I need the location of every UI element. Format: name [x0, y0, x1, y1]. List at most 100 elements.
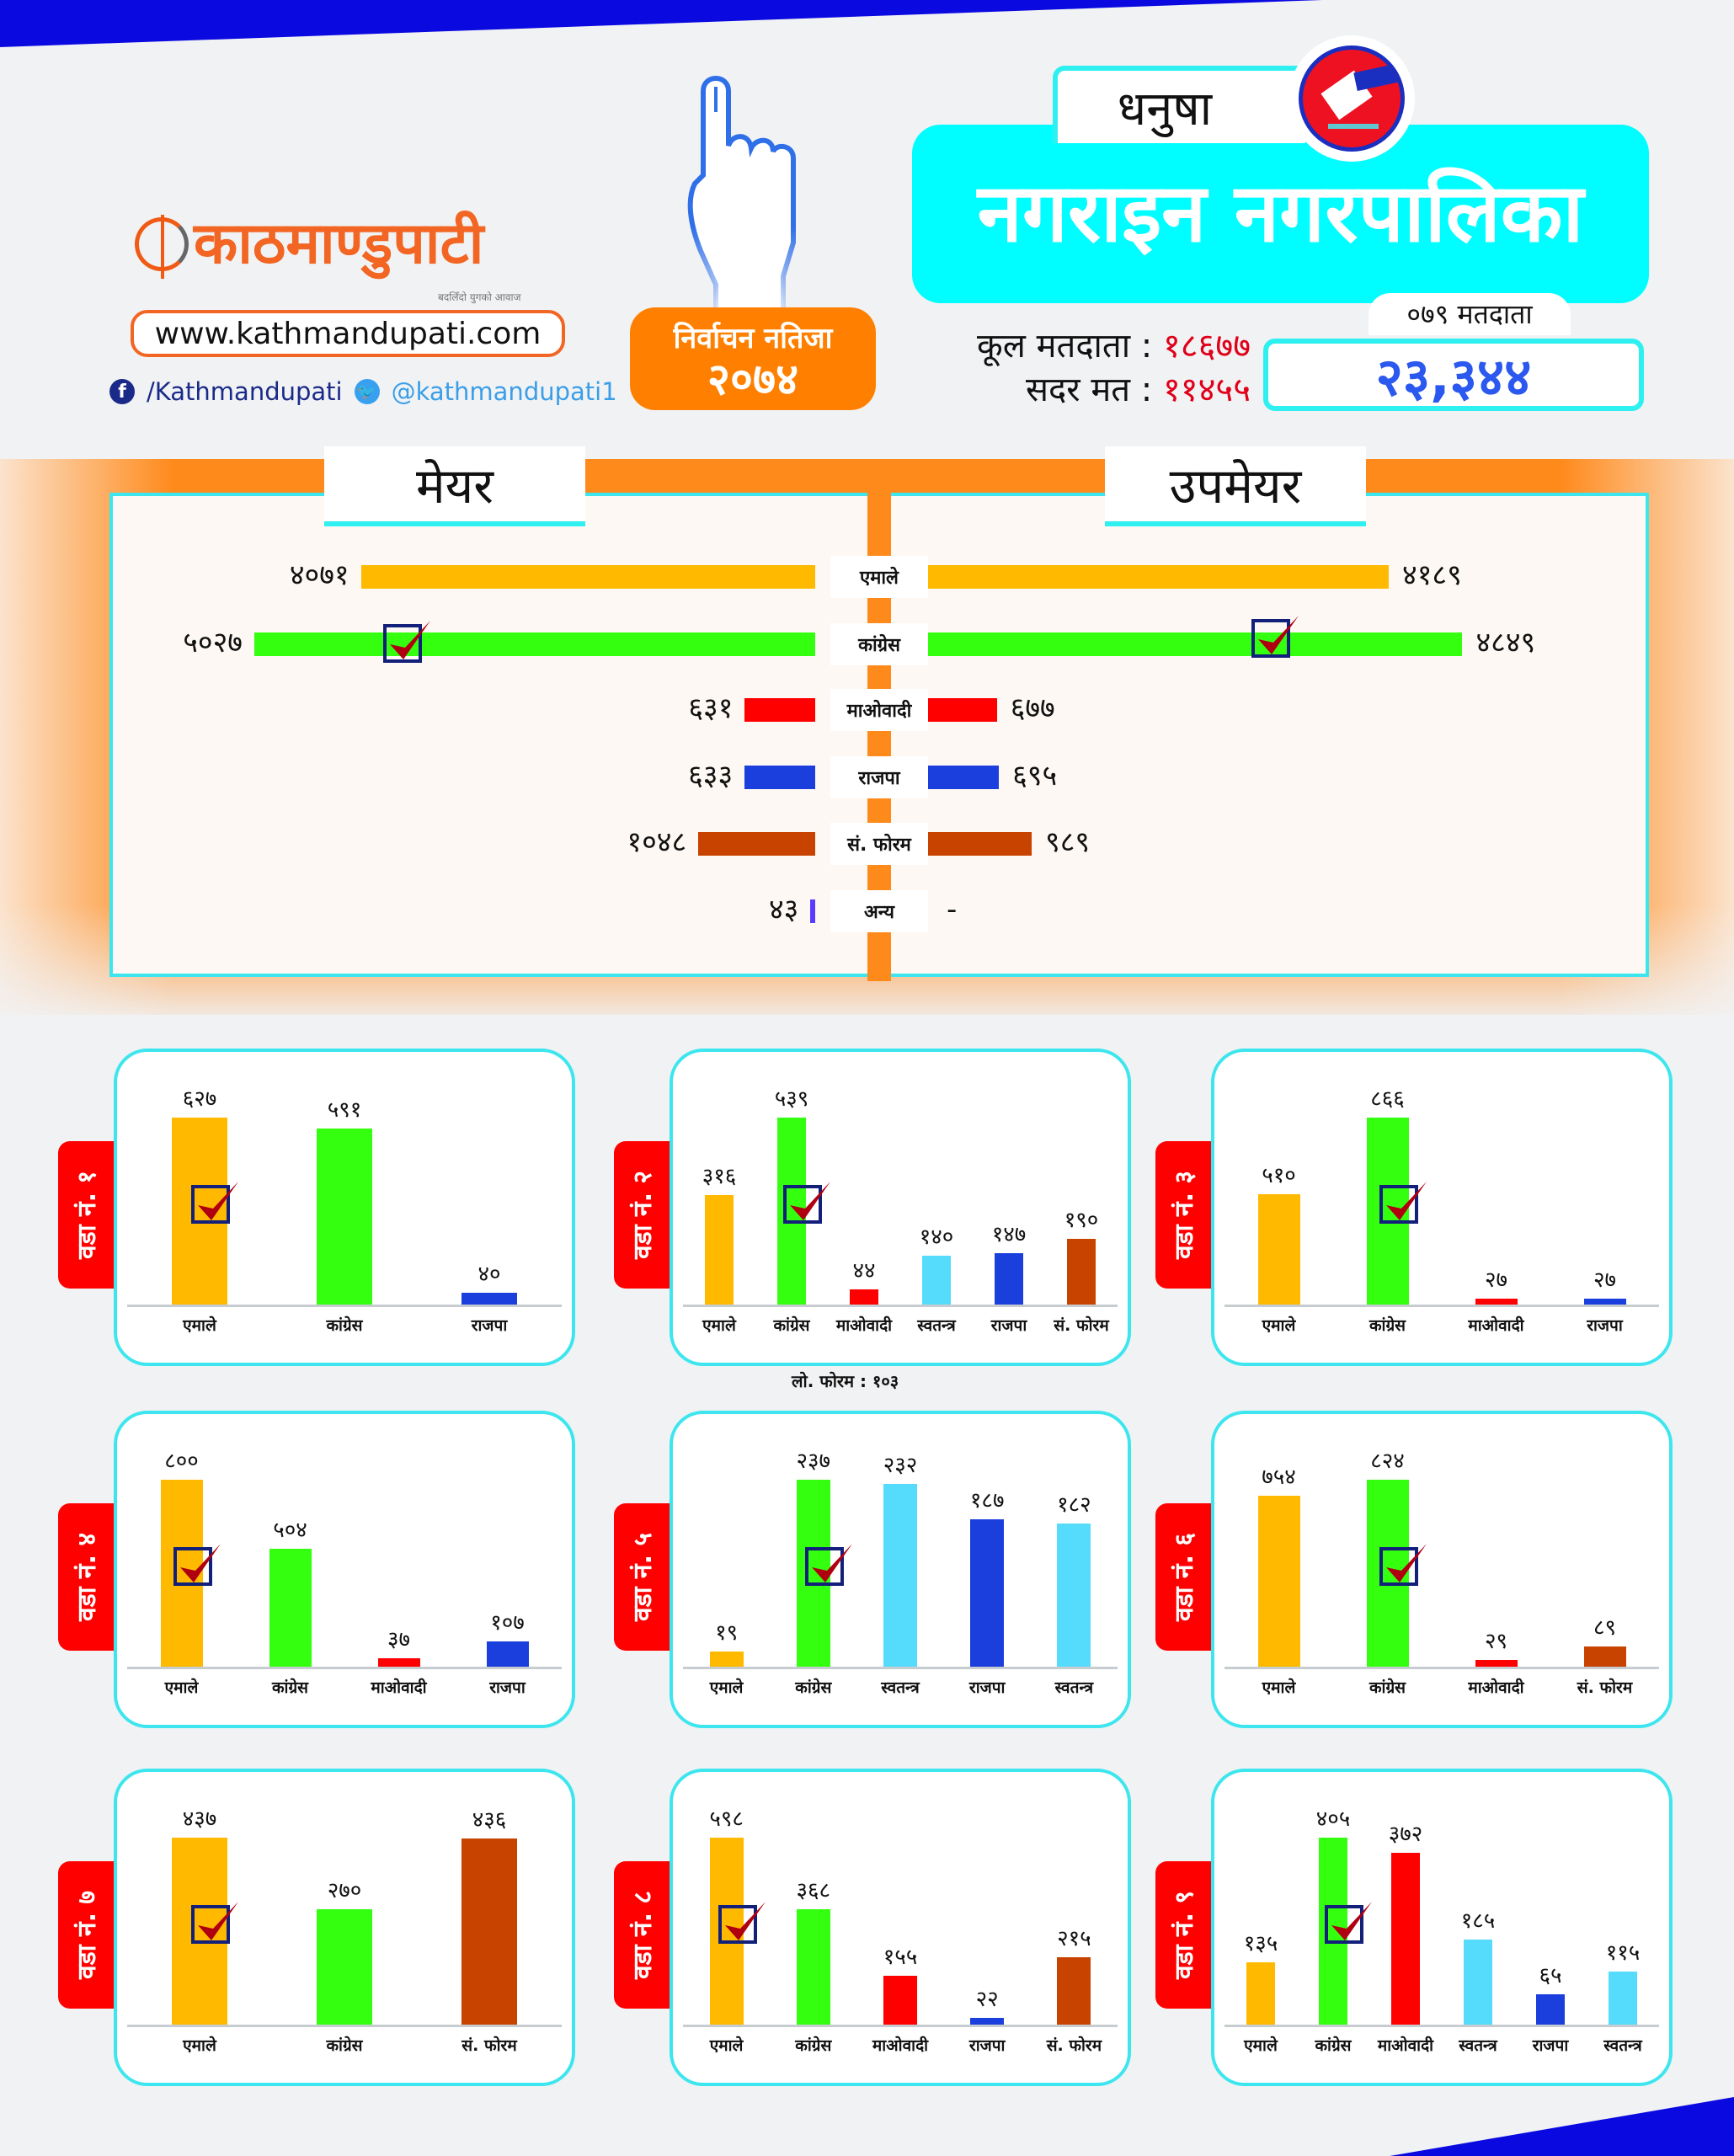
ward-category-label: माओवादी — [835, 1316, 893, 1335]
ward-bar — [1475, 1299, 1518, 1305]
ward-card: १३५ एमाले ४०५ कांग्रेस ३७२ माओवादी १८५ स्वतन्त्… — [1211, 1769, 1673, 2086]
ward-category-label: एमाले — [164, 1678, 199, 1697]
deputy-mayor-bar — [921, 766, 1000, 789]
ward-bar-value: ४३६ — [472, 1806, 507, 1833]
district-label: धनुषा — [1053, 66, 1305, 143]
ward-axis — [127, 1305, 562, 1307]
ward-bar-value: १४० — [919, 1225, 954, 1251]
deputy-mayor-bar — [921, 832, 1032, 856]
logo-mark-icon — [135, 215, 189, 279]
mayor-value: ६३१ — [688, 691, 734, 725]
voters-079-value: २३,३४४ — [1263, 339, 1644, 411]
ward-tab: वडा नं. ५ — [614, 1503, 670, 1651]
ward-bar — [172, 1118, 227, 1305]
ward-category-label: सं. फोरम — [462, 2036, 517, 2055]
ward-category-label: स्वतन्त्र — [917, 1316, 956, 1335]
ward-title: वडा नं. १ — [72, 1170, 103, 1260]
winner-check-icon — [1251, 616, 1299, 658]
ward-bar — [462, 1838, 517, 2025]
ward-bar-value: ४० — [478, 1261, 501, 1287]
ward-category-label: एमाले — [1262, 1678, 1296, 1697]
twitter-link[interactable]: @kathmandupati1 — [391, 377, 617, 406]
ward-axis — [683, 2025, 1118, 2027]
ward-bar-value: १९० — [1064, 1207, 1099, 1233]
winner-check-icon — [191, 1901, 238, 1944]
ward-category-label: सं. फोरम — [1054, 1316, 1109, 1335]
municipality-banner: नगराइन नगरपालिका — [912, 125, 1649, 303]
mayor-value: ६३३ — [688, 759, 734, 792]
ward-card: १९ एमाले २३७ कांग्रेस २३२ स्वतन्त्र १८७ राजपा १८… — [670, 1411, 1131, 1728]
ward-bar — [1246, 1962, 1275, 2025]
ward-bar-value: ३६८ — [796, 1878, 831, 1904]
ward-bar-value: ८०० — [164, 1449, 199, 1474]
ward-tab: वडा नं. १ — [58, 1141, 114, 1289]
ward-title: वडा नं. ६ — [1170, 1532, 1200, 1622]
ward-category-label: कांग्रेस — [326, 2036, 363, 2055]
winner-check-icon — [804, 1543, 852, 1586]
ward-bar — [462, 1292, 517, 1305]
ward-axis — [1224, 2025, 1659, 2027]
ward-bar — [1609, 1971, 1637, 2025]
facebook-link[interactable]: /Kathmandupati — [147, 377, 343, 406]
ward-bar-value: १८५ — [1460, 1908, 1496, 1934]
ward-bar-value: ६५ — [1539, 1963, 1562, 1989]
ward-bar-value: २३२ — [883, 1452, 918, 1478]
ward-bar — [172, 1838, 227, 2025]
mayor-bar — [744, 698, 815, 722]
ward-category-label: स्वतन्त्र — [1054, 1678, 1094, 1697]
ward-axis — [1224, 1667, 1659, 1669]
valid-votes-label: सदर मत : — [1026, 371, 1153, 409]
winner-check-icon — [383, 621, 430, 663]
mayor-category-label: माओवादी — [830, 689, 928, 731]
ward-bar — [1475, 1660, 1518, 1667]
mayor-value: ५०२७ — [183, 626, 243, 659]
total-voters-label: कूल मतदाता : — [977, 327, 1153, 366]
ward-bar-value: ५९८ — [709, 1806, 744, 1832]
deputy-mayor-value: ४८४९ — [1475, 626, 1536, 659]
mayor-bar — [253, 632, 815, 656]
voter-stats: कूल मतदाता : १८६७७ सदर मत : ११४५५ — [905, 324, 1251, 412]
ward-bar — [796, 1909, 830, 2025]
deputy-mayor-bar — [921, 698, 997, 722]
ward-bar-value: ११५ — [1605, 1940, 1641, 1966]
ward-tab: वडा नं. ४ — [58, 1503, 114, 1651]
ward-bar-value: १८२ — [1057, 1492, 1091, 1518]
mayor-category-label: राजपा — [830, 756, 928, 798]
ward-bar — [709, 1652, 744, 1667]
ward-category-label: सं. फोरम — [1046, 2036, 1102, 2055]
winner-check-icon — [783, 1181, 830, 1224]
ward-category-label: स्वतन्त्र — [881, 1678, 920, 1697]
ward-category-label: राजपा — [471, 1316, 508, 1335]
ward-axis — [1224, 1305, 1659, 1307]
ward-bar — [883, 1976, 917, 2025]
ward-bar — [1391, 1853, 1420, 2025]
ward-bar-value: ३७ — [387, 1626, 411, 1652]
ward-category-label: एमाले — [1262, 1316, 1296, 1335]
ward-bar-value: ७५४ — [1262, 1464, 1296, 1490]
ward-bar-value: १०७ — [490, 1610, 525, 1636]
ward-bar-value: ८९ — [1593, 1615, 1617, 1641]
ward-category-label: एमाले — [1244, 2036, 1278, 2055]
bottom-decor-band — [1390, 2097, 1734, 2156]
ward-category-label: माओवादी — [1468, 1316, 1524, 1335]
ward-category-label: माओवादी — [1377, 2036, 1434, 2055]
total-voters-value: १८६७७ — [1163, 327, 1251, 366]
facebook-icon: f — [109, 379, 135, 404]
ward-bar-value: ५१० — [1262, 1163, 1296, 1189]
ward-category-label: माओवादी — [371, 1678, 427, 1697]
website-link[interactable]: www.kathmandupati.com — [131, 310, 565, 357]
ward-category-label: राजपा — [968, 1678, 1006, 1697]
ward-category-label: माओवादी — [1468, 1678, 1524, 1697]
ward-category-label: कांग्रेस — [795, 1678, 832, 1697]
mayor-value: ४०७१ — [289, 558, 349, 592]
ward-bar-value: २७० — [327, 1877, 362, 1903]
ward-bar-value: ३७२ — [1388, 1822, 1423, 1848]
ward-tab: वडा नं. २ — [614, 1141, 670, 1289]
mayor-category-label: अन्य — [830, 890, 928, 932]
ward-bar-value: ६२७ — [182, 1086, 217, 1112]
winner-check-icon — [1379, 1543, 1427, 1586]
ward-card: ८०० एमाले ५०४ कांग्रेस ३७ माओवादी १०७ राजपा — [114, 1411, 575, 1728]
ward-bar — [1057, 1957, 1091, 2025]
ward-bar — [1067, 1238, 1096, 1305]
social-links: f /Kathmandupati 🐦 @kathmandupati1 — [109, 377, 617, 406]
